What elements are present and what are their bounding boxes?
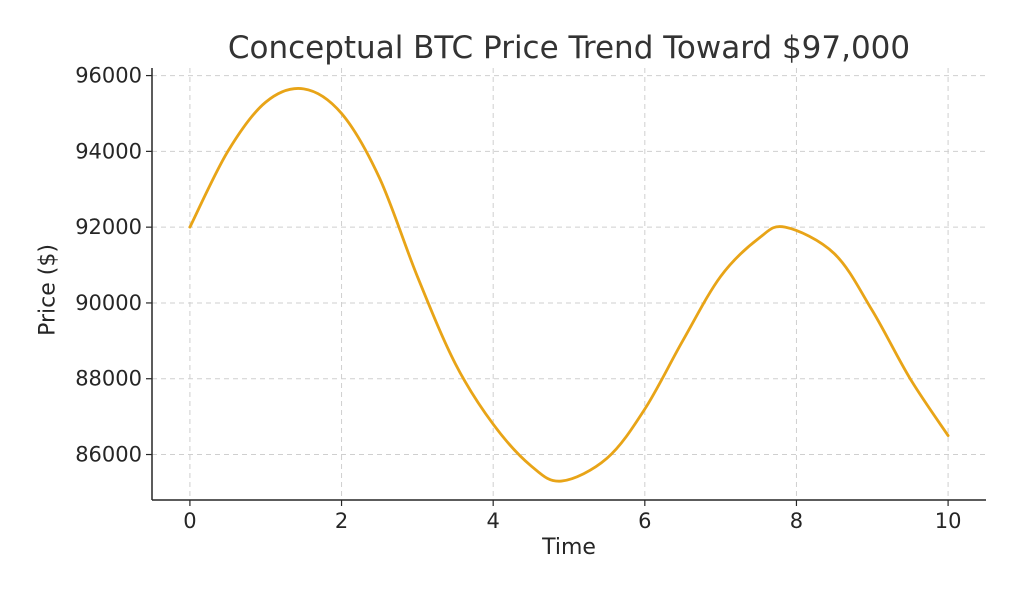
y-tick-label: 88000 xyxy=(75,367,142,391)
price-series-line xyxy=(188,87,950,483)
y-tick-label: 92000 xyxy=(75,215,142,239)
x-axis-label: Time xyxy=(542,535,596,560)
x-tick-label: 4 xyxy=(486,509,499,533)
axes xyxy=(146,68,986,506)
x-tick-label: 8 xyxy=(790,509,803,533)
chart-title: Conceptual BTC Price Trend Toward $97,00… xyxy=(227,30,911,66)
x-tick-label: 10 xyxy=(935,509,962,533)
y-tick-label: 94000 xyxy=(75,139,142,163)
grid-lines xyxy=(152,68,986,500)
x-tick-label: 6 xyxy=(638,509,651,533)
y-tick-label: 86000 xyxy=(75,443,142,467)
x-tick-label: 2 xyxy=(335,509,348,533)
y-tick-label: 90000 xyxy=(75,291,142,315)
tick-labels: 0 2 4 6 8 10 86000 88000 90000 92000 94000 96000 xyxy=(75,64,961,533)
x-tick-label: 0 xyxy=(183,509,196,533)
y-tick-label: 96000 xyxy=(75,64,142,88)
series-layer xyxy=(188,87,950,483)
